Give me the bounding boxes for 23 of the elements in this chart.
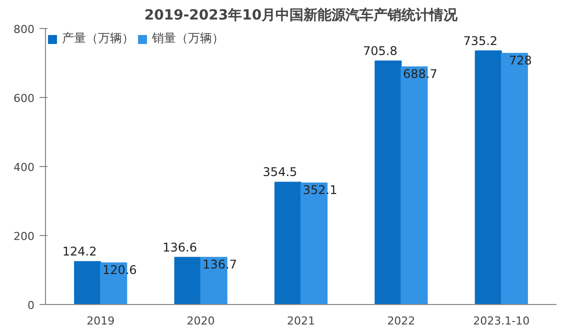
chart-title: 2019-2023年10月中国新能源汽车产销统计情况 bbox=[144, 6, 459, 24]
bar bbox=[374, 60, 402, 304]
x-tick-label: 2022 bbox=[387, 314, 416, 327]
bar bbox=[274, 182, 302, 304]
x-tick-label: 2021 bbox=[287, 314, 316, 327]
x-tick-label: 2019 bbox=[86, 314, 115, 327]
legend-label: 产量（万辆） bbox=[62, 30, 134, 47]
bar bbox=[474, 50, 502, 304]
data-label: 124.2 bbox=[62, 244, 97, 259]
y-tick-label: 600 bbox=[14, 92, 35, 105]
bar bbox=[174, 256, 202, 304]
legend-label: 销量（万辆） bbox=[152, 30, 224, 47]
bar bbox=[74, 261, 102, 304]
y-tick-label: 800 bbox=[14, 23, 35, 36]
y-tick-label: 400 bbox=[14, 161, 35, 174]
data-label: 735.2 bbox=[463, 34, 498, 48]
y-tick-label: 200 bbox=[14, 230, 35, 243]
x-tick-label: 2023.1-10 bbox=[473, 314, 530, 327]
y-tick-label: 0 bbox=[28, 299, 34, 312]
x-tick-label: 2020 bbox=[186, 314, 215, 327]
data-label: 354.5 bbox=[262, 165, 298, 180]
data-label: 136.6 bbox=[162, 240, 197, 254]
data-label: 705.8 bbox=[362, 44, 398, 58]
